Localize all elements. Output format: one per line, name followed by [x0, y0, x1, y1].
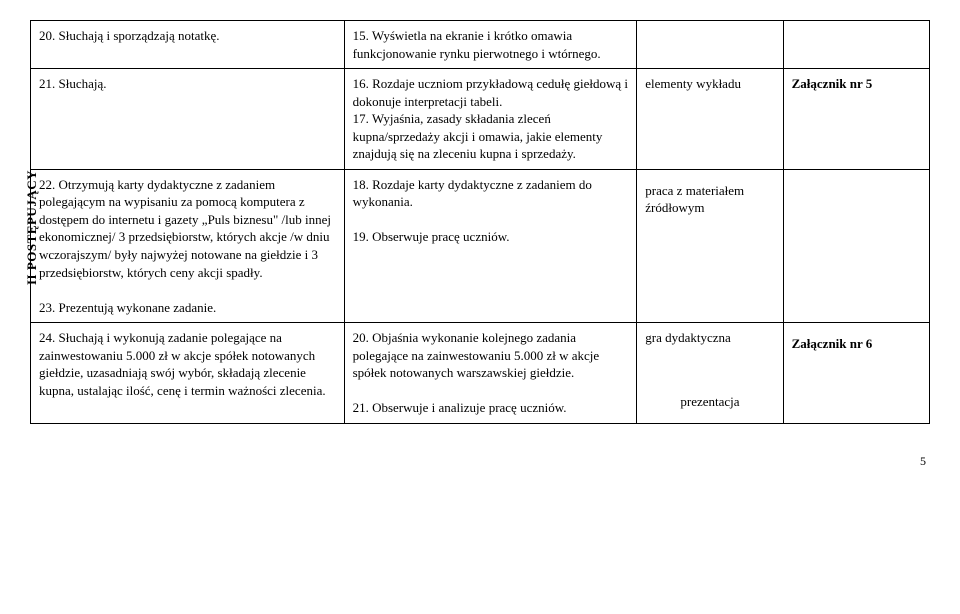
- cell-text: 15. Wyświetla na ekranie i krótko omawia…: [353, 28, 601, 61]
- cell-text: 20. Objaśnia wykonanie kolejnego zadania…: [353, 330, 600, 415]
- cell-text: 21. Słuchają.: [39, 76, 107, 91]
- cell-method: elementy wykładu: [637, 69, 783, 170]
- page: II POSTĘPUJĄCY 20. Słuchają i sporządzaj…: [30, 20, 930, 469]
- table-row: 21. Słuchają. 16. Rozdaje uczniom przykł…: [31, 69, 930, 170]
- cell-text: 16. Rozdaje uczniom przykładową cedułę g…: [353, 76, 628, 161]
- cell-students: 22. Otrzymują karty dydaktyczne z zadani…: [31, 169, 345, 322]
- cell-text: praca z materiałem źródłowym: [645, 183, 744, 216]
- page-number: 5: [30, 454, 930, 469]
- cell-text: 24. Słuchają i wykonują zadanie polegają…: [39, 330, 326, 398]
- cell-method: praca z materiałem źródłowym: [637, 169, 783, 322]
- cell-text: gra dydaktyczna: [645, 329, 774, 347]
- table-row: 24. Słuchają i wykonują zadanie polegają…: [31, 323, 930, 424]
- cell-text: 20. Słuchają i sporządzają notatkę.: [39, 28, 220, 43]
- cell-teacher: 20. Objaśnia wykonanie kolejnego zadania…: [344, 323, 637, 424]
- cell-text: elementy wykładu: [645, 76, 741, 91]
- table-row: 20. Słuchają i sporządzają notatkę. 15. …: [31, 21, 930, 69]
- cell-students: 20. Słuchają i sporządzają notatkę.: [31, 21, 345, 69]
- cell-teacher: 15. Wyświetla na ekranie i krótko omawia…: [344, 21, 637, 69]
- cell-students: 24. Słuchają i wykonują zadanie polegają…: [31, 323, 345, 424]
- cell-text: 18. Rozdaje karty dydaktyczne z zadaniem…: [353, 177, 592, 245]
- cell-text: Załącznik nr 5: [792, 76, 873, 91]
- cell-text: Załącznik nr 6: [792, 336, 873, 351]
- cell-attachment: Załącznik nr 5: [783, 69, 929, 170]
- section-label-vertical: II POSTĘPUJĄCY: [24, 170, 40, 285]
- table-row: 22. Otrzymują karty dydaktyczne z zadani…: [31, 169, 930, 322]
- cell-method: [637, 21, 783, 69]
- cell-students: 21. Słuchają.: [31, 69, 345, 170]
- cell-method: gra dydaktyczna prezentacja: [637, 323, 783, 424]
- cell-text: 22. Otrzymują karty dydaktyczne z zadani…: [39, 177, 331, 315]
- cell-attachment: [783, 169, 929, 322]
- cell-text: prezentacja: [645, 393, 774, 411]
- cell-attachment: [783, 21, 929, 69]
- cell-teacher: 16. Rozdaje uczniom przykładową cedułę g…: [344, 69, 637, 170]
- cell-teacher: 18. Rozdaje karty dydaktyczne z zadaniem…: [344, 169, 637, 322]
- cell-attachment: Załącznik nr 6: [783, 323, 929, 424]
- lesson-plan-table: 20. Słuchają i sporządzają notatkę. 15. …: [30, 20, 930, 424]
